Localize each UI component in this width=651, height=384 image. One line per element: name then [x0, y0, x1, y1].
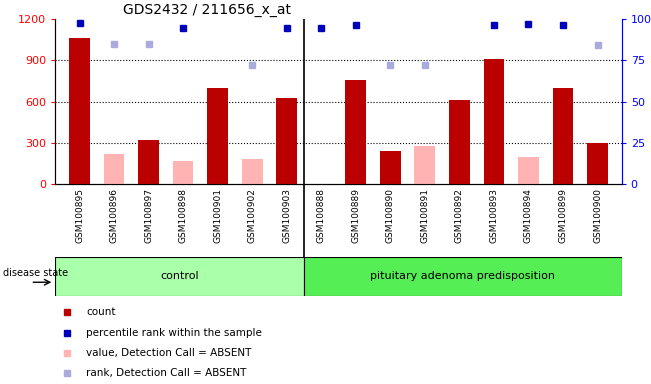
Text: disease state: disease state: [3, 268, 68, 278]
Bar: [587, 143, 608, 184]
Text: GSM100901: GSM100901: [213, 188, 222, 243]
Bar: [553, 88, 574, 184]
Bar: [449, 100, 470, 184]
Text: count: count: [87, 306, 116, 316]
Text: GSM100893: GSM100893: [490, 188, 499, 243]
Bar: [207, 88, 228, 184]
Text: control: control: [160, 271, 199, 281]
Text: percentile rank within the sample: percentile rank within the sample: [87, 328, 262, 338]
Text: rank, Detection Call = ABSENT: rank, Detection Call = ABSENT: [87, 368, 247, 378]
Text: GSM100900: GSM100900: [593, 188, 602, 243]
Bar: [346, 80, 366, 184]
Bar: [518, 157, 539, 184]
Text: GSM100892: GSM100892: [455, 188, 464, 243]
Text: pituitary adenoma predisposition: pituitary adenoma predisposition: [370, 271, 555, 281]
Bar: [484, 59, 505, 184]
Text: GSM100897: GSM100897: [144, 188, 153, 243]
Text: GSM100894: GSM100894: [524, 188, 533, 243]
Bar: [277, 98, 297, 184]
Text: GSM100895: GSM100895: [75, 188, 84, 243]
Text: GSM100889: GSM100889: [352, 188, 360, 243]
Bar: [104, 154, 124, 184]
Bar: [173, 161, 193, 184]
Bar: [138, 140, 159, 184]
Text: GDS2432 / 211656_x_at: GDS2432 / 211656_x_at: [123, 3, 291, 17]
Text: GSM100888: GSM100888: [317, 188, 326, 243]
Text: GSM100903: GSM100903: [283, 188, 291, 243]
Bar: [242, 159, 262, 184]
Text: GSM100899: GSM100899: [559, 188, 568, 243]
Bar: [304, 257, 622, 296]
Bar: [55, 257, 304, 296]
Bar: [380, 151, 400, 184]
Text: GSM100898: GSM100898: [178, 188, 187, 243]
Bar: [69, 38, 90, 184]
Text: GSM100896: GSM100896: [109, 188, 118, 243]
Text: value, Detection Call = ABSENT: value, Detection Call = ABSENT: [87, 348, 252, 358]
Text: GSM100890: GSM100890: [386, 188, 395, 243]
Text: GSM100891: GSM100891: [421, 188, 430, 243]
Bar: [415, 146, 436, 184]
Text: GSM100902: GSM100902: [247, 188, 256, 243]
